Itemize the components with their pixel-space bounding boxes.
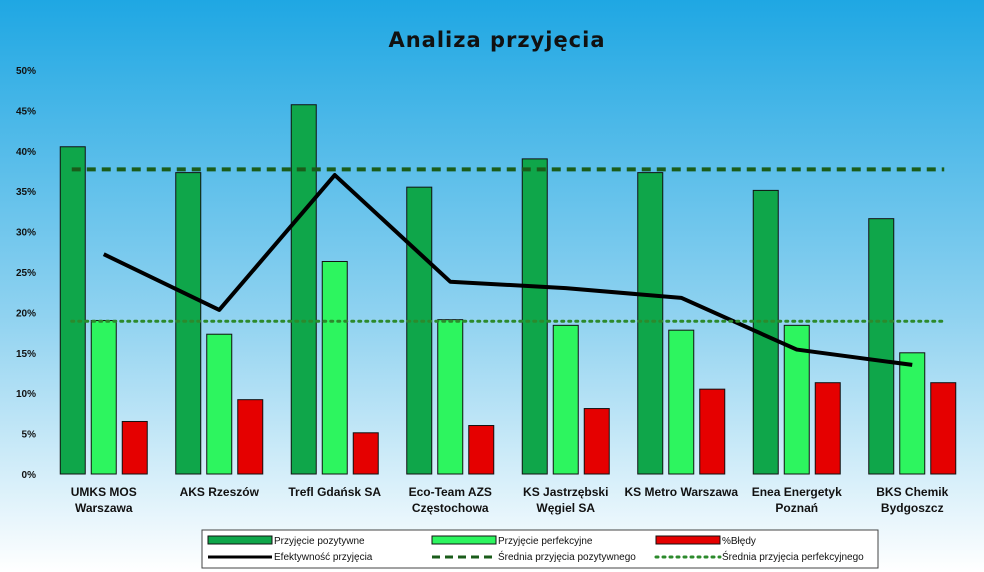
bar-perfekcyjne bbox=[206, 333, 233, 475]
bar-bledy bbox=[583, 408, 610, 475]
bar-bledy bbox=[352, 432, 379, 475]
y-tick-label: 15% bbox=[16, 349, 36, 360]
legend-label: %Błędy bbox=[722, 536, 756, 547]
legend-label: Średnia przyjęcia perfekcyjnego bbox=[722, 550, 864, 563]
x-category-label: Eco-Team AZS Częstochowa bbox=[409, 485, 492, 515]
legend: Przyjęcie pozytywne Przyjęcie perfekcyjne… bbox=[201, 529, 879, 569]
y-tick-label: 35% bbox=[16, 187, 36, 198]
x-category-label: AKS Rzeszów bbox=[180, 485, 260, 499]
bar-bledy bbox=[237, 399, 264, 475]
legend-box bbox=[201, 529, 879, 569]
bar-pozytywne bbox=[175, 172, 202, 475]
x-category-label: KS Jastrzębski Węgiel SA bbox=[523, 485, 608, 515]
bar-perfekcyjne bbox=[899, 352, 926, 475]
x-category-label: BKS Chemik Bydgoszcz bbox=[876, 485, 948, 515]
lines-layer bbox=[70, 167, 946, 367]
x-category-label: Enea Energetyk Poznań bbox=[752, 485, 842, 515]
legend-label: Średnia przyjęcia pozytywnego bbox=[498, 550, 636, 563]
legend-label: Efektywność przyjęcia bbox=[274, 552, 373, 563]
bar-pozytywne bbox=[521, 158, 548, 475]
x-axis-labels: UMKS MOS Warszawa AKS Rzeszów Trefl Gdańsk … bbox=[71, 485, 949, 515]
legend-item: Średnia przyjęcia pozytywnego bbox=[432, 550, 636, 563]
y-tick-label: 10% bbox=[16, 389, 36, 400]
bar-pozytywne bbox=[637, 172, 664, 475]
bar-pozytywne bbox=[290, 104, 317, 475]
legend-item: Przyjęcie perfekcyjne bbox=[431, 535, 593, 547]
bar-bledy bbox=[699, 388, 726, 475]
legend-swatch bbox=[207, 535, 273, 545]
bar-bledy bbox=[930, 382, 957, 475]
legend-swatch bbox=[431, 535, 497, 545]
x-category-label: UMKS MOS Warszawa bbox=[71, 485, 137, 515]
legend-label: Przyjęcie perfekcyjne bbox=[498, 536, 593, 547]
legend-item: %Błędy bbox=[655, 535, 756, 547]
y-tick-label: 50% bbox=[16, 66, 36, 77]
legend-item: Przyjęcie pozytywne bbox=[207, 535, 365, 547]
bar-perfekcyjne bbox=[321, 260, 348, 475]
bar-bledy bbox=[121, 420, 148, 475]
y-tick-label: 30% bbox=[16, 228, 36, 239]
bar-bledy bbox=[814, 382, 841, 475]
bars-layer bbox=[59, 104, 957, 475]
x-category-label: Trefl Gdańsk SA bbox=[288, 485, 381, 499]
y-tick-label: 20% bbox=[16, 308, 36, 319]
bar-perfekcyjne bbox=[437, 319, 464, 475]
efektywnosc-line bbox=[102, 173, 913, 367]
bar-perfekcyjne bbox=[90, 319, 117, 475]
legend-swatch bbox=[655, 535, 721, 545]
bar-bledy bbox=[468, 425, 495, 475]
y-tick-label: 45% bbox=[16, 106, 36, 117]
legend-label: Przyjęcie pozytywne bbox=[274, 536, 365, 547]
bar-perfekcyjne bbox=[552, 324, 579, 475]
bar-perfekcyjne bbox=[668, 329, 695, 475]
bar-pozytywne bbox=[868, 218, 895, 475]
y-tick-label: 0% bbox=[22, 470, 37, 481]
legend-item: Średnia przyjęcia perfekcyjnego bbox=[654, 550, 864, 563]
x-category-label: KS Metro Warszawa bbox=[624, 485, 738, 499]
legend-item: Efektywność przyjęcia bbox=[208, 552, 373, 563]
y-tick-label: 25% bbox=[16, 268, 36, 279]
bar-pozytywne bbox=[59, 146, 86, 475]
y-tick-label: 40% bbox=[16, 147, 36, 158]
chart-title: Analiza przyjęcia bbox=[388, 28, 605, 52]
y-tick-label: 5% bbox=[22, 430, 37, 441]
y-axis-ticks: 0% 5% 10% 15% 20% 25% 30% 35% 40% 45% 50% bbox=[16, 66, 36, 481]
bar-pozytywne bbox=[406, 186, 433, 475]
